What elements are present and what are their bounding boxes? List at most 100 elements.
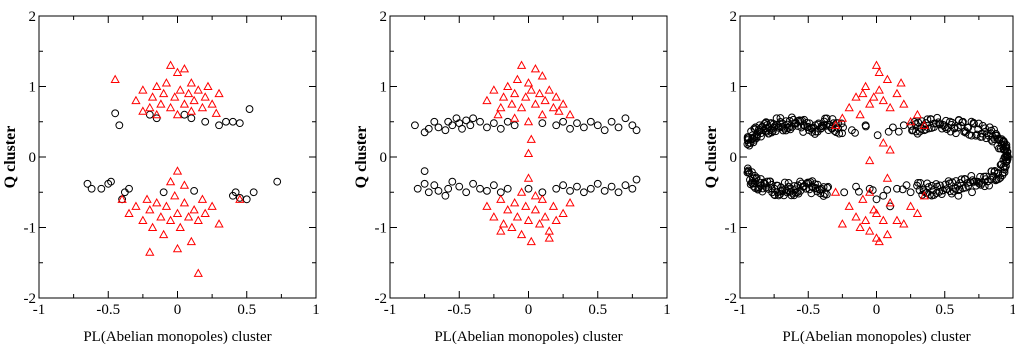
circle-point <box>476 117 484 126</box>
triangle-point <box>869 92 879 101</box>
circle-point <box>762 127 771 136</box>
triangle-point <box>882 229 893 239</box>
circle-point <box>788 189 797 198</box>
circle-point <box>559 181 568 190</box>
circle-point <box>888 123 897 132</box>
triangle-point <box>516 229 527 239</box>
circle-point <box>424 188 433 197</box>
circle-point <box>111 109 120 118</box>
triangle-point <box>482 95 492 105</box>
circle-point <box>754 183 763 192</box>
circle-point <box>120 188 129 197</box>
circle-point <box>83 179 92 188</box>
triangle-point <box>482 201 492 210</box>
circle-point <box>190 186 199 195</box>
triangle-point <box>558 99 568 108</box>
triangle-point <box>207 201 217 210</box>
circle-point <box>628 121 637 130</box>
triangle-point <box>124 208 134 217</box>
triangle-point <box>869 205 879 214</box>
y-tick-label: -1 <box>725 221 738 237</box>
triangle-point <box>530 99 541 108</box>
triangle-point <box>534 219 545 228</box>
circle-point <box>855 187 863 196</box>
circle-point <box>621 114 630 123</box>
x-tick-label: 1 <box>312 302 320 318</box>
circle-point <box>559 117 568 126</box>
x-tick-label: -1 <box>33 302 46 318</box>
circle-point <box>782 117 790 126</box>
circle-point <box>552 121 561 130</box>
triangle-point <box>152 109 162 119</box>
triangle-point <box>145 247 155 256</box>
triangle-point <box>860 215 871 224</box>
circle-point <box>614 188 623 197</box>
x-tick-label: 0 <box>873 302 881 318</box>
y-tick-label: 1 <box>380 80 388 96</box>
circle-point <box>632 126 641 135</box>
triangle-point <box>905 116 916 126</box>
triangle-point <box>558 208 568 217</box>
x-tick-label: -0.5 <box>796 302 820 318</box>
circle-point <box>959 117 967 126</box>
circle-point <box>600 186 609 195</box>
y-tick-label: -1 <box>375 221 388 237</box>
triangle-point <box>489 212 499 221</box>
circle-point <box>607 182 616 191</box>
x-tick-label: 0.5 <box>237 302 256 318</box>
circle-point <box>469 179 478 188</box>
circle-point <box>614 123 623 132</box>
circle-point <box>466 121 475 130</box>
y-tick-label: 2 <box>730 9 738 25</box>
triangle-point <box>200 92 210 101</box>
triangle-point <box>892 88 902 98</box>
triangle-point <box>521 92 531 101</box>
circle-point <box>950 124 959 133</box>
circle-point <box>1003 153 1012 161</box>
circle-point <box>1002 143 1011 152</box>
circle-point <box>968 176 977 185</box>
triangle-point <box>830 120 841 129</box>
triangle-point <box>186 236 196 246</box>
circle-point <box>229 117 237 126</box>
triangle-point <box>161 201 172 210</box>
y-tick-label: 1 <box>730 80 738 96</box>
triangle-point <box>516 60 527 69</box>
circle-point <box>503 184 512 193</box>
y-tick-label: -2 <box>24 291 37 307</box>
x-tick-label: 0.5 <box>935 302 954 318</box>
circle-point <box>510 121 519 130</box>
circle-point <box>444 117 453 126</box>
triangle-point <box>855 109 865 119</box>
circle-point <box>914 178 922 187</box>
triangle-point <box>193 268 203 277</box>
triangle-point <box>530 190 541 200</box>
circle-point <box>977 180 985 189</box>
circle-point <box>411 121 419 130</box>
triangle-point <box>512 212 523 221</box>
y-tick-label: 2 <box>29 9 37 25</box>
x-tick-label: -1 <box>384 302 397 318</box>
circle-point <box>586 184 595 193</box>
triangle-point <box>507 222 517 232</box>
markers <box>83 60 282 277</box>
x-tick-label: 1 <box>663 302 671 318</box>
triangle-point <box>152 81 162 91</box>
y-tick-label: 0 <box>730 150 738 166</box>
x-tick-label: 1 <box>1009 302 1015 318</box>
circle-point <box>469 114 478 123</box>
triangle-point <box>892 215 902 224</box>
triangle-point <box>507 99 517 108</box>
triangle-point <box>131 95 141 105</box>
triangle-point <box>493 109 503 119</box>
triangle-point <box>138 215 148 224</box>
circle-point <box>822 114 831 123</box>
circle-point <box>159 188 168 197</box>
circle-point <box>928 181 936 190</box>
circle-point <box>249 188 258 197</box>
circle-point <box>902 181 911 190</box>
plot-frame <box>38 15 317 299</box>
circle-point <box>937 190 946 198</box>
